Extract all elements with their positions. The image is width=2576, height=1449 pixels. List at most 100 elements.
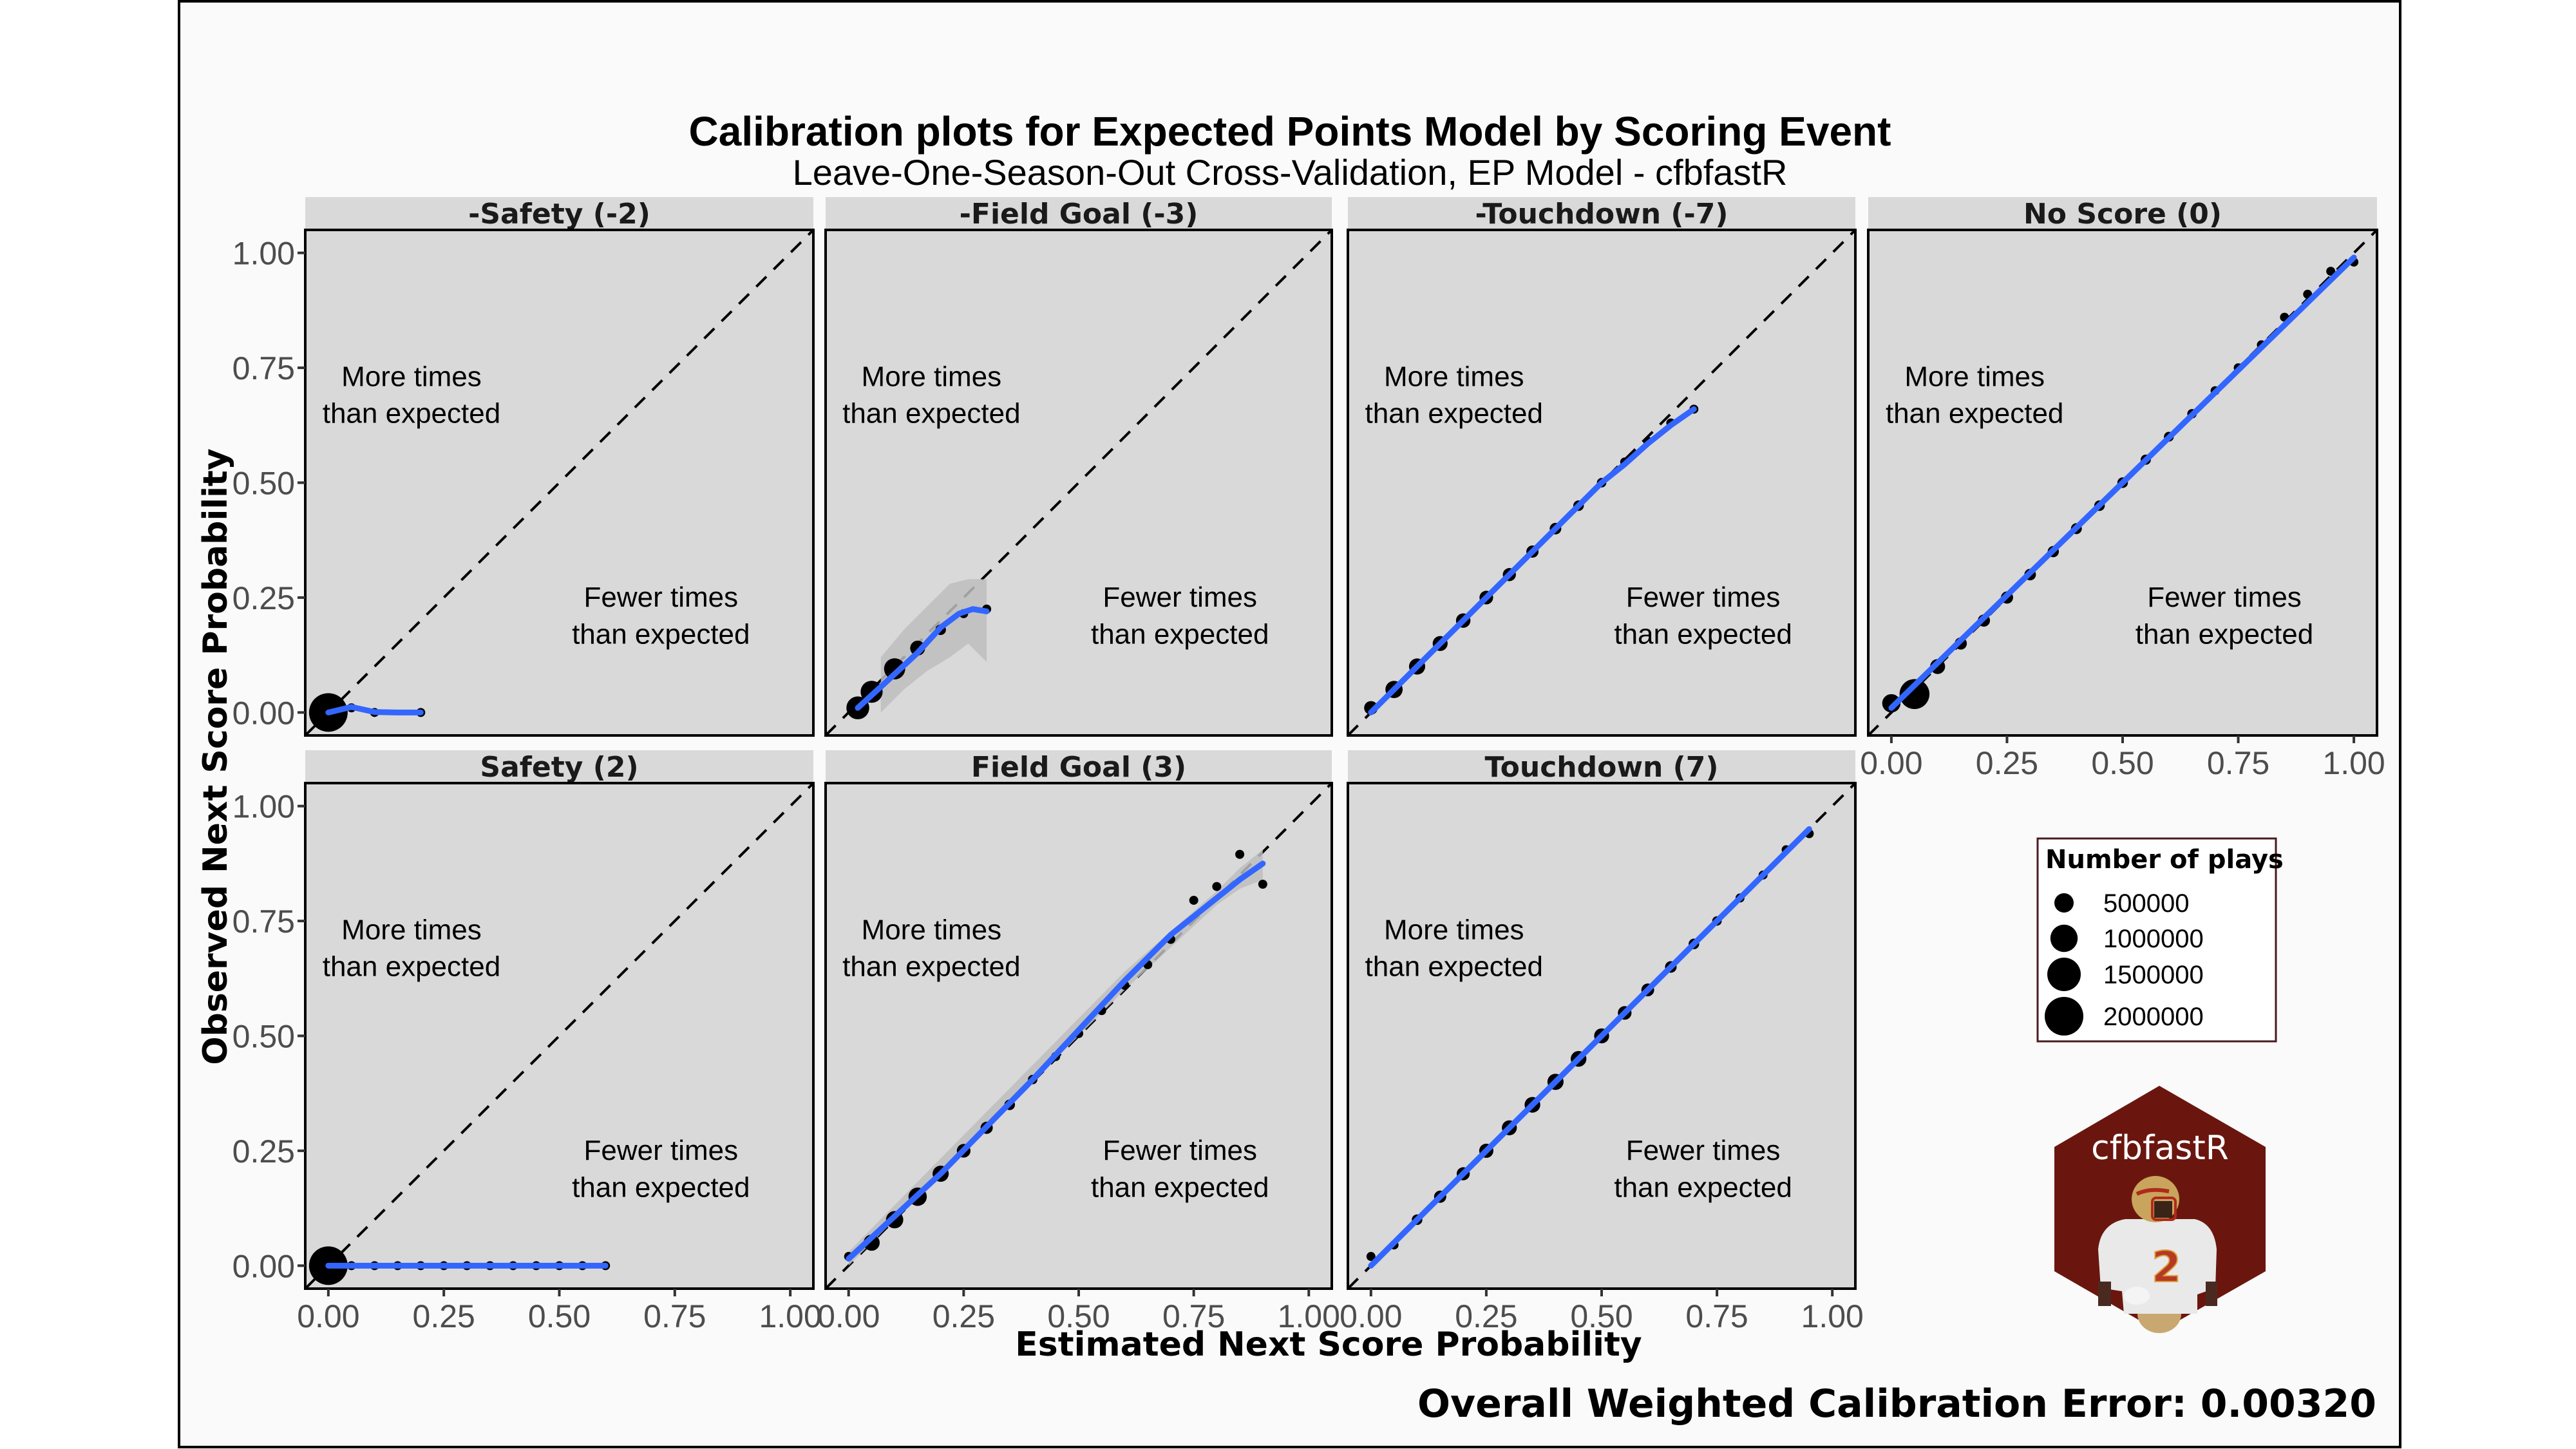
y-tick-label: 0.75 — [232, 350, 295, 386]
perfect-calibration-line — [304, 782, 815, 1290]
annotation-more-line2: than expected — [842, 951, 1020, 983]
y-tick-label: 0.00 — [232, 695, 295, 731]
annotation-fewer-line2: than expected — [1091, 1171, 1269, 1203]
y-axis-title: Observed Next Score Probability — [196, 448, 235, 1065]
annotation-more-line1: More times — [1384, 361, 1524, 393]
facet-strip — [826, 750, 1332, 783]
annotation-more-line2: than expected — [323, 398, 500, 430]
data-point — [1258, 880, 1267, 889]
x-tick-label: 0.00 — [1340, 1298, 1402, 1334]
chart-subtitle: Leave-One-Season-Out Cross-Validation, E… — [793, 152, 1788, 193]
annotation-fewer-line1: Fewer times — [1103, 1135, 1257, 1166]
perfect-calibration-line — [824, 229, 1333, 737]
x-tick-label: 1.00 — [2322, 745, 2385, 781]
jersey-number: 2 — [2152, 1242, 2181, 1292]
data-point — [1366, 1252, 1376, 1262]
facet-strip — [305, 197, 813, 230]
y-tick-label: 0.25 — [232, 580, 295, 616]
facet-panel: -Touchdown (-7) More times than expected Fe… — [1347, 197, 1857, 737]
legend-size-key — [2050, 924, 2078, 952]
facet-strip-label: -Safety (-2) — [468, 198, 650, 231]
x-tick-label: 1.00 — [1801, 1298, 1864, 1334]
smooth-fit-line — [1368, 406, 1697, 715]
x-tick-label: 1.00 — [1278, 1298, 1340, 1334]
y-tick-label: 0.50 — [232, 1019, 295, 1055]
annotation-fewer-line2: than expected — [1091, 618, 1269, 650]
calibration-error-caption: Overall Weighted Calibration Error: 0.00… — [1417, 1381, 2376, 1426]
annotation-more-line1: More times — [1384, 914, 1524, 946]
data-point — [1882, 694, 1901, 713]
legend: Number of plays 500000 1000000 1500000 2000… — [2036, 837, 2284, 1043]
smooth-fit-line — [1368, 826, 1812, 1269]
y-tick-label: 0.75 — [232, 904, 295, 940]
chart-title: Calibration plots for Expected Points Mo… — [689, 108, 1891, 155]
x-tick-label: 0.00 — [817, 1298, 880, 1334]
annotation-fewer-line2: than expected — [1614, 1171, 1792, 1203]
x-tick-label: 0.25 — [1455, 1298, 1517, 1334]
legend-size-key — [2054, 893, 2074, 913]
x-tick-label: 0.00 — [1860, 745, 1922, 781]
facet-panel: Touchdown (7) More times than expected Fewe… — [1340, 750, 1864, 1334]
annotation-more-line2: than expected — [1365, 951, 1543, 983]
y-tick-label: 0.25 — [232, 1133, 295, 1170]
annotation-fewer-line1: Fewer times — [584, 1135, 739, 1166]
annotation-fewer-line2: than expected — [2136, 618, 2313, 650]
facet-strip-label: Touchdown (7) — [1485, 751, 1719, 784]
data-point — [1899, 679, 1930, 710]
legend-entries: 500000 1000000 1500000 2000000 — [2045, 889, 2204, 1036]
annotation-more-line2: than expected — [1365, 398, 1543, 430]
facet-panels: -Safety (-2) More times than expected Fewer… — [232, 197, 2385, 1334]
x-tick-label: 0.25 — [413, 1298, 475, 1334]
facet-panel: No Score (0) More times than expected Fewer… — [1860, 197, 2385, 781]
y-tick-label: 1.00 — [232, 789, 295, 825]
annotation-fewer-line1: Fewer times — [1103, 582, 1257, 613]
annotation-more-line1: More times — [341, 361, 482, 393]
annotation-more-line2: than expected — [1886, 398, 2063, 430]
x-tick-label: 0.25 — [933, 1298, 995, 1334]
football-player-icon: 2 — [2098, 1176, 2217, 1333]
y-tick-label: 1.00 — [232, 236, 295, 272]
data-point — [884, 658, 905, 679]
smooth-fit-line — [1888, 254, 2357, 711]
annotation-more-line1: More times — [341, 914, 482, 946]
legend-title: Number of plays — [2045, 845, 2284, 875]
legend-size-key — [2045, 997, 2083, 1036]
facet-panel: Safety (2) More times than expected Fewer t… — [232, 750, 822, 1334]
facet-panel: -Field Goal (-3) More times than expected F… — [824, 197, 1333, 737]
data-point — [2326, 267, 2336, 276]
x-tick-label: 0.75 — [2207, 745, 2269, 781]
legend-size-key — [2047, 958, 2081, 991]
legend-label: 1500000 — [2103, 961, 2204, 989]
legend-label: 1000000 — [2103, 925, 2204, 953]
panel-border — [824, 229, 1333, 737]
facet-panel: Field Goal (3) More times than expected Few… — [817, 750, 1340, 1334]
facet-strip-label: Field Goal (3) — [971, 751, 1186, 784]
x-tick-label: 1.00 — [759, 1298, 821, 1334]
legend-label: 2000000 — [2103, 1003, 2204, 1031]
smooth-fit-line — [846, 860, 1266, 1262]
x-tick-label: 0.75 — [643, 1298, 706, 1334]
perfect-calibration-line — [1347, 229, 1857, 737]
annotation-fewer-line1: Fewer times — [584, 582, 739, 613]
facet-strip — [826, 197, 1332, 230]
annotation-fewer-line2: than expected — [1614, 618, 1792, 650]
facet-strip-label: -Touchdown (-7) — [1475, 198, 1728, 231]
facet-strip — [1348, 197, 1855, 230]
annotation-more-line2: than expected — [842, 398, 1020, 430]
x-tick-label: 0.50 — [528, 1298, 591, 1334]
facet-strip-label: No Score (0) — [2023, 198, 2222, 231]
facet-panel: -Safety (-2) More times than expected Fewer… — [232, 197, 815, 737]
perfect-calibration-line — [304, 229, 815, 737]
facet-strip — [305, 750, 813, 783]
facet-strip-label: Safety (2) — [480, 751, 638, 784]
legend-label: 500000 — [2103, 889, 2189, 918]
annotation-fewer-line1: Fewer times — [1626, 582, 1781, 613]
data-point — [1235, 849, 1245, 859]
x-tick-label: 0.50 — [1047, 1298, 1110, 1334]
x-tick-label: 0.75 — [1685, 1298, 1748, 1334]
smooth-fit-line — [325, 704, 424, 715]
annotation-more-line1: More times — [862, 914, 1002, 946]
y-tick-label: 0.00 — [232, 1248, 295, 1284]
facet-strip-label: -Field Goal (-3) — [960, 198, 1198, 231]
